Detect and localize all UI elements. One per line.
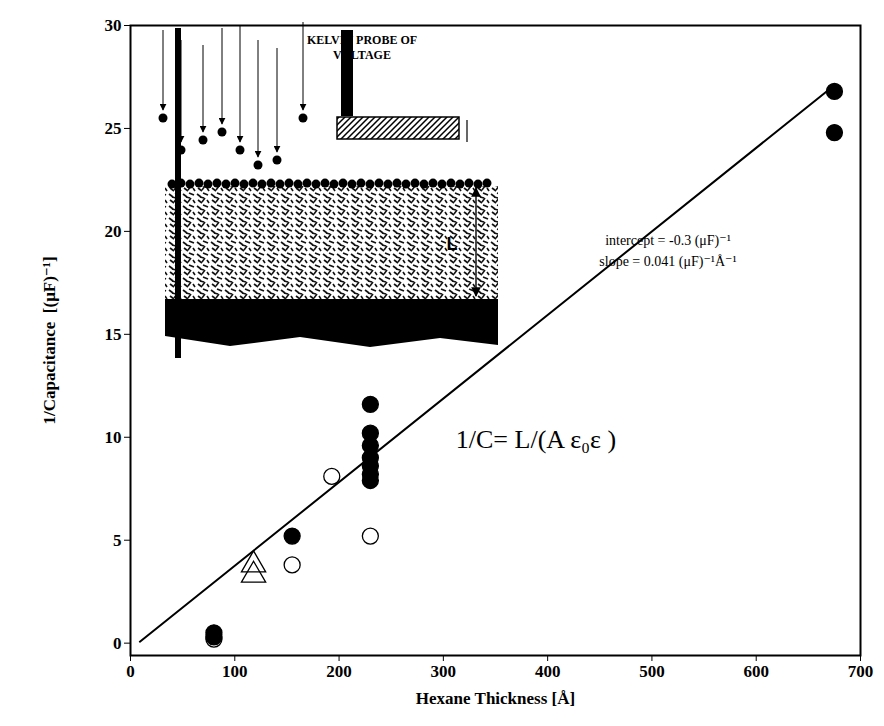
svg-text:700: 700 bbox=[848, 662, 874, 681]
svg-text:100: 100 bbox=[222, 662, 248, 681]
svg-text:0: 0 bbox=[126, 662, 135, 681]
svg-text:300: 300 bbox=[431, 662, 457, 681]
svg-text:5: 5 bbox=[113, 531, 122, 550]
svg-text:1/Capacitance [(μF)⁻¹]: 1/Capacitance [(μF)⁻¹] bbox=[40, 256, 59, 424]
svg-text:20: 20 bbox=[105, 222, 122, 241]
svg-text:0: 0 bbox=[113, 634, 122, 653]
svg-text:Hexane Thickness [Å]: Hexane Thickness [Å] bbox=[416, 689, 575, 708]
svg-text:15: 15 bbox=[105, 325, 122, 344]
svg-text:1/C= L/(A ε₀ε ): 1/C= L/(A ε₀ε ) bbox=[456, 425, 616, 454]
svg-text:500: 500 bbox=[639, 662, 665, 681]
svg-text:10: 10 bbox=[105, 428, 122, 447]
svg-text:intercept = -0.3 (μF)⁻¹: intercept = -0.3 (μF)⁻¹ bbox=[605, 233, 731, 249]
svg-text:KELVIN PROBE OFVOLTAGE: KELVIN PROBE OFVOLTAGE bbox=[307, 33, 417, 62]
svg-text:25: 25 bbox=[105, 119, 122, 138]
svg-text:200: 200 bbox=[326, 662, 352, 681]
svg-text:600: 600 bbox=[743, 662, 769, 681]
svg-text:slope = 0.041 (μF)⁻¹Å⁻¹: slope = 0.041 (μF)⁻¹Å⁻¹ bbox=[599, 254, 736, 270]
svg-text:400: 400 bbox=[535, 662, 561, 681]
svg-text:30: 30 bbox=[105, 16, 122, 35]
svg-text:L: L bbox=[447, 234, 458, 254]
